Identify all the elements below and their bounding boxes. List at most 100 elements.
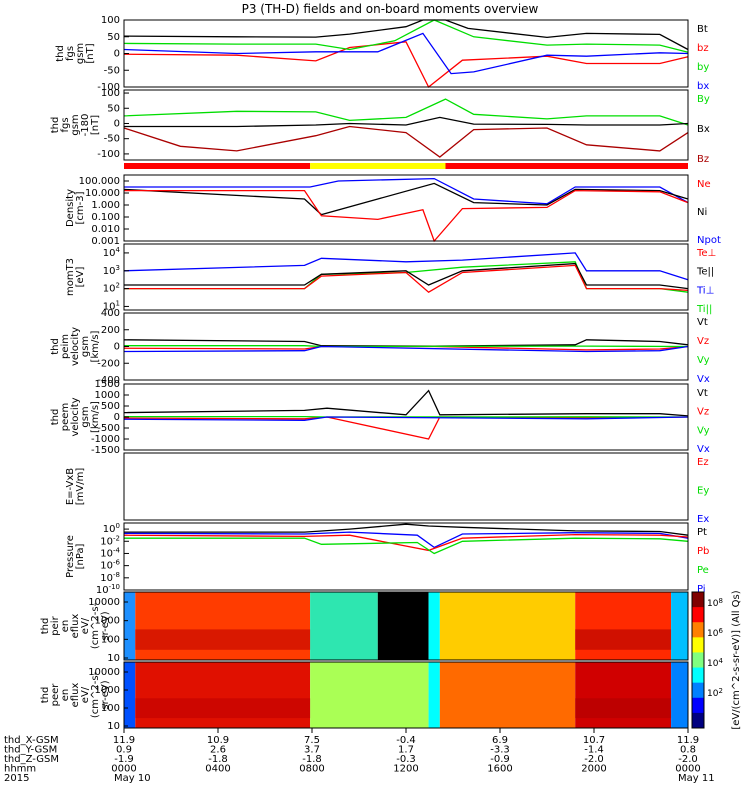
spectrogram-band <box>310 662 429 728</box>
y-tick-label: 10000 <box>88 597 120 608</box>
y-axis-label: momT3[eV] <box>65 258 86 296</box>
spectrogram-core <box>135 629 311 650</box>
status-segment <box>310 163 446 169</box>
status-bar <box>124 163 688 169</box>
legend-entry: Bt <box>697 24 708 35</box>
colorbar-tick: 106 <box>707 627 723 639</box>
panel-0: 100 50 0 -50 -100 thdfgsgsm[nT] Bt bz by bx <box>55 15 709 93</box>
legend-entry: Npot <box>697 235 721 246</box>
legend-entry: Vz <box>697 407 709 418</box>
legend-entry: Vt <box>697 388 708 399</box>
x-tick-label: -3.3 <box>490 745 510 756</box>
series-line-Bz <box>123 125 689 158</box>
series-line-By <box>123 98 689 126</box>
y-tick-label: 0 <box>114 412 120 423</box>
series-line-Bx <box>124 116 689 128</box>
legend-entry: Te|| <box>696 267 714 278</box>
y-tick-label: 0 <box>114 49 120 60</box>
x-axis-labels: thd_X-GSMthd_Y-GSMthd_Z-GSMhhmm201511.90… <box>4 728 715 784</box>
y-tick-label: 10-2 <box>100 534 120 547</box>
y-axis-label: thdfgsgsm-180[nT] <box>50 114 101 137</box>
x-tick-label: 6.9 <box>492 735 508 746</box>
y-tick-label: 1.000 <box>91 200 120 211</box>
y-tick-label: 104 <box>103 246 121 259</box>
panel-frame <box>123 19 689 88</box>
legend-entry: Pb <box>697 546 709 557</box>
legend-entry: Te⊥ <box>696 248 716 259</box>
x-tick-label: -2.0 <box>678 754 698 765</box>
y-tick-label: 1000 <box>95 685 120 696</box>
legend-entry: Pt <box>697 527 707 538</box>
x-tick-label: -0.3 <box>396 754 416 765</box>
y-tick-label: -50 <box>104 65 120 76</box>
panel-1: 100 50 0 -50 -100 thdfgsgsm-180[nT] By Bx Bz <box>50 88 710 165</box>
colorbar-frame <box>691 591 705 729</box>
x-row-label: thd_Z-GSM <box>4 754 59 765</box>
y-tick-label: -1500 <box>91 445 120 456</box>
series-line-Vz <box>123 416 689 440</box>
status-segment <box>445 163 688 169</box>
legend-entry: bx <box>697 81 709 92</box>
spectrogram-core <box>135 698 311 719</box>
y-tick-label: 0.100 <box>91 212 120 223</box>
y-axis-label: thdfgsgsm[nT] <box>55 43 96 64</box>
x-tick-label: 11.9 <box>113 735 135 746</box>
colorbar: 108 106 104 102 [eV/(cm^2-s-sr-eV)] (All Qs) <box>691 590 742 730</box>
y-tick-label: 10000 <box>88 667 120 678</box>
x-tick-label: 1200 <box>393 764 418 775</box>
spectrogram-band <box>428 592 440 660</box>
series-line-Vx <box>123 345 689 353</box>
y-tick-label: 100 <box>101 634 120 645</box>
x-tick-label: 10.9 <box>207 735 229 746</box>
panel-8: 10000 1000 100 10 thdpeirenefluxeV/(cm^2-s-s… <box>40 591 689 664</box>
legend-entry: By <box>697 94 710 105</box>
colorbar-segment <box>692 697 704 714</box>
y-tick-label: 400 <box>101 308 120 319</box>
y-tick-label: 10-6 <box>100 559 120 572</box>
spectrogram-band <box>439 592 576 660</box>
series-line-Vx <box>123 416 689 421</box>
colorbar-segment <box>692 712 704 729</box>
colorbar-tick: 102 <box>707 687 723 699</box>
y-tick-label: -200 <box>97 358 120 369</box>
legend-entry: Ey <box>697 486 709 497</box>
y-tick-label: 10-4 <box>100 546 120 559</box>
x-tick-label: 1.7 <box>398 745 414 756</box>
legend-entry: Vx <box>697 444 710 455</box>
series-line-Te⊥ <box>124 264 689 293</box>
x-tick-label: 0800 <box>299 764 324 775</box>
legend-entry: Ez <box>697 457 709 468</box>
colorbar-segment <box>692 637 704 653</box>
y-tick-label: 100.000 <box>79 176 120 187</box>
x-tick-label: 10.7 <box>583 735 605 746</box>
y-tick-label: 10 <box>107 721 120 732</box>
x-tick-label: 0000 <box>111 764 136 775</box>
y-tick-label: -400 <box>97 375 120 386</box>
x-tick-label: 0400 <box>205 764 230 775</box>
x-tick-label: -1.8 <box>208 754 228 765</box>
colorbar-segment <box>692 592 704 608</box>
x-row-label: thd_Y-GSM <box>4 745 57 756</box>
panel-6: E=-VxB[mV/m] Ez Ey Ex <box>65 452 709 525</box>
colorbar-segment <box>692 607 704 623</box>
x-tick-label: 2000 <box>581 764 606 775</box>
panel-frame <box>123 312 689 381</box>
panel-frame <box>123 89 689 161</box>
series-line-Ni <box>123 182 689 216</box>
panel-4: 400 200 0 -200 -400 thdpeimvelocitygsm[km/s] V… <box>50 308 710 386</box>
panel-3: 104 103 102 101 momT3[eV] Te⊥ Te|| Ti⊥ Ti|| <box>65 243 716 315</box>
y-tick-label: -100 <box>97 149 120 160</box>
spectrogram-band <box>377 592 429 660</box>
y-tick-label: 100 <box>101 88 120 99</box>
colorbar-segment <box>692 652 704 669</box>
y-axis-label: Pressure[nPa] <box>65 535 86 578</box>
panel-frame <box>123 452 689 521</box>
figure-title: P3 (TH-D) fields and on-board moments ov… <box>242 2 539 16</box>
y-tick-label: 500 <box>101 401 120 412</box>
y-tick-label: 100 <box>101 15 120 26</box>
y-tick-label: 0.001 <box>91 236 120 247</box>
series-line-Pt <box>124 523 689 536</box>
x-row-label: thd_X-GSM <box>4 735 59 746</box>
